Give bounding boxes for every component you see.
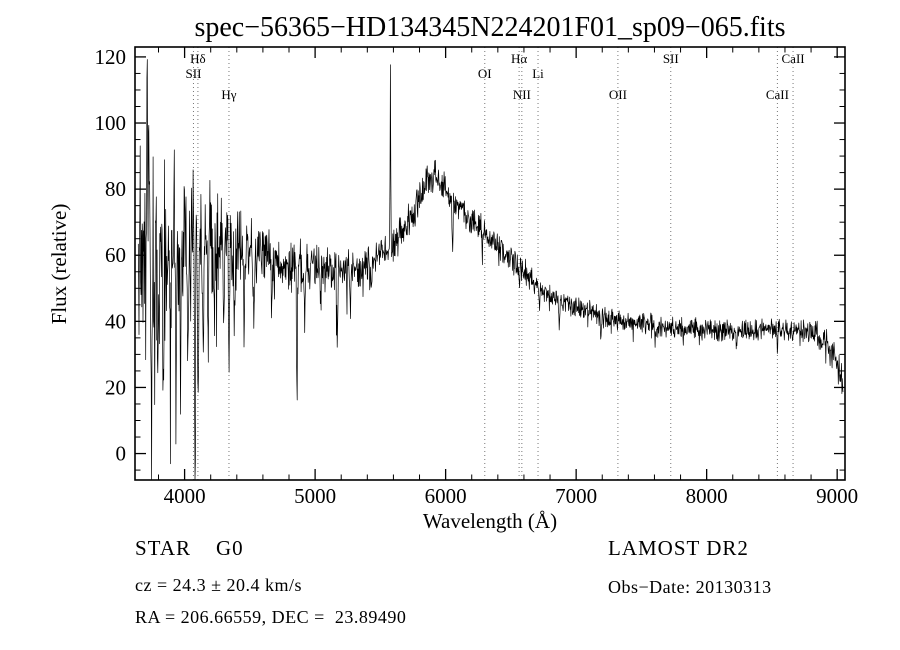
survey-release-text: LAMOST DR2 (608, 536, 749, 560)
x-tick-label: 4000 (164, 484, 206, 508)
x-axis-label: Wavelength (Å) (423, 509, 557, 533)
spectral-line-label: NII (513, 87, 531, 102)
y-tick-label: 40 (105, 309, 126, 333)
axes-group: 4000 5000 6000 7000 8000 9000 0 20 40 60 80 100 120 (95, 45, 859, 508)
y-axis-label: Flux (relative) (47, 204, 71, 325)
x-tick-label: 5000 (294, 484, 336, 508)
spectral-line-label: Hγ (221, 87, 236, 102)
spectrum-trace (137, 59, 844, 480)
ra-dec-text: RA = 206.66559, DEC = 23.89490 (135, 607, 407, 627)
spectral-line-label: CaII (766, 87, 789, 102)
spectral-line-label: SII (186, 66, 202, 81)
spectrum-trace-group (137, 59, 844, 480)
y-tick-label: 60 (105, 243, 126, 267)
spectral-line-label: Hδ (190, 51, 206, 66)
object-class-text: STAR G0 (135, 536, 244, 560)
x-tick-label: 7000 (555, 484, 597, 508)
y-tick-label: 100 (95, 111, 127, 135)
y-tick-label: 120 (95, 45, 127, 69)
x-tick-label: 9000 (816, 484, 858, 508)
plot-frame (134, 46, 846, 481)
x-tick-label: 6000 (425, 484, 467, 508)
plot-title: spec−56365−HD134345N224201F01_sp09−065.f… (194, 12, 786, 43)
obs-date-text: Obs−Date: 20130313 (608, 577, 772, 597)
y-tick-label: 20 (105, 375, 126, 399)
spectral-line-label: SII (663, 51, 679, 66)
cz-velocity-text: cz = 24.3 ± 20.4 km/s (135, 575, 303, 595)
y-tick-label: 0 (116, 442, 127, 466)
spectral-line-label: Li (532, 66, 544, 81)
y-tick-label: 80 (105, 177, 126, 201)
spectral-line-label: CaII (782, 51, 805, 66)
spectral-line-label: OII (609, 87, 627, 102)
spectral-line-label: OI (478, 66, 492, 81)
x-tick-label: 8000 (686, 484, 728, 508)
spectral-line-label: Hα (511, 51, 527, 66)
